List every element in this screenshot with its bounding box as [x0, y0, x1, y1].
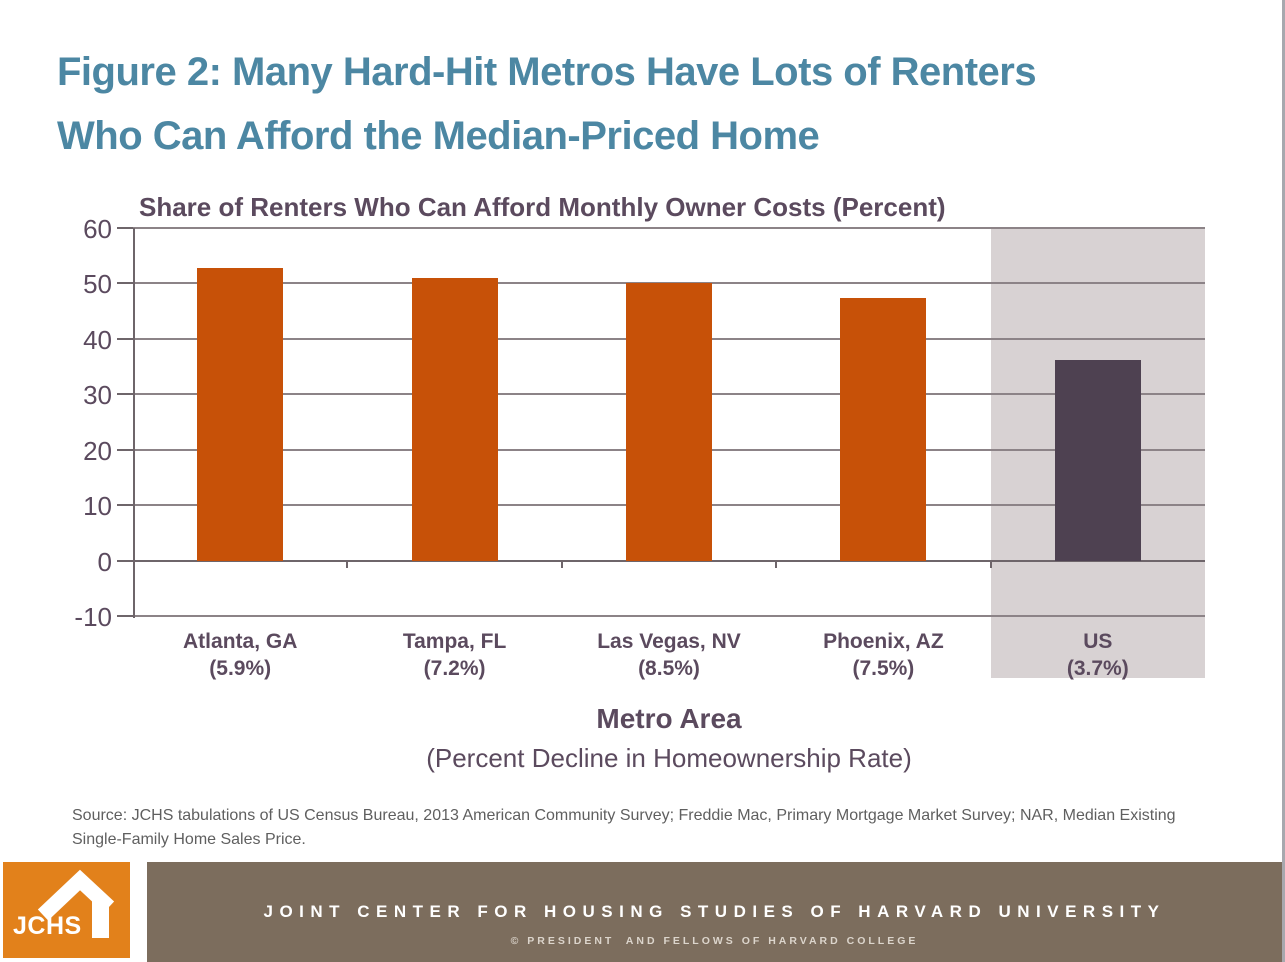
category-name: Atlanta, GA	[183, 630, 298, 653]
y-tick-label: 50	[83, 269, 112, 300]
org-name: JOINT CENTER FOR HOUSING STUDIES OF HARV…	[263, 902, 1166, 921]
jchs-logo-text: JCHS	[13, 912, 82, 940]
y-tick-label: 0	[97, 546, 112, 577]
y-tickmark-60	[117, 227, 133, 229]
category-label: Las Vegas, NV (8.5%)	[562, 628, 776, 682]
bar-us	[1054, 359, 1141, 561]
y-tick-label: -10	[74, 602, 112, 632]
category-name: US	[1083, 630, 1113, 653]
window-right-border	[1282, 0, 1285, 962]
y-tick-label: 60	[83, 214, 112, 244]
figure-title-line1: Figure 2: Many Hard-Hit Metros Have Lots…	[57, 50, 1037, 94]
category-boundary-tick	[346, 560, 349, 568]
y-tick-label: 40	[83, 324, 112, 355]
plot-area	[133, 227, 1205, 618]
chart-title: Share of Renters Who Can Afford Monthly …	[139, 192, 946, 222]
jchs-logo: JCHS	[3, 862, 130, 958]
category-label: Tampa, FL (7.2%)	[347, 628, 561, 682]
y-tickmark-40	[117, 337, 133, 340]
category-label: Atlanta, GA (5.9%)	[133, 628, 347, 682]
x-axis-subtitle: (Percent Decline in Homeownership Rate)	[426, 743, 912, 773]
figure-title: Figure 2: Many Hard-Hit Metros Have Lots…	[57, 40, 1217, 168]
category-boundary-tick	[775, 560, 778, 568]
copyright-line: © PRESIDENT AND FELLOWS OF HARVARD COLLE…	[510, 935, 919, 947]
y-tick-label: 10	[83, 491, 112, 522]
gridline--10	[133, 615, 1205, 617]
bar-tampa-fl	[411, 277, 498, 561]
category-decline-pct: (7.5%)	[852, 657, 915, 680]
category-boundary-tick	[989, 560, 992, 568]
y-tick-label: 20	[83, 435, 112, 466]
bar-las-vegas-nv	[626, 283, 712, 561]
x-axis-title: Metro Area	[596, 703, 742, 734]
category-name: Tampa, FL	[402, 630, 507, 653]
footer-band: JOINT CENTER FOR HOUSING STUDIES OF HARV…	[147, 862, 1282, 962]
category-decline-pct: (7.2%)	[423, 657, 486, 680]
y-tickmark-30	[117, 393, 133, 396]
category-decline-pct: (8.5%)	[638, 657, 700, 680]
y-tick-label: 30	[83, 380, 112, 411]
y-axis-spine	[133, 228, 135, 618]
y-tickmark-0	[117, 559, 133, 562]
gridline-0	[133, 559, 1205, 562]
category-decline-pct: (5.9%)	[209, 657, 272, 680]
y-tickmark-10	[117, 504, 133, 507]
y-tickmark--10	[117, 615, 133, 617]
category-label: Phoenix, AZ (7.5%)	[776, 628, 990, 682]
figure-title-line2: Who Can Afford the Median-Priced Home	[57, 114, 820, 158]
category-boundary-tick	[560, 560, 563, 568]
bar-phoenix-az	[840, 298, 927, 561]
category-name: Phoenix, AZ	[823, 630, 944, 653]
house-icon	[37, 869, 115, 938]
category-decline-pct: (3.7%)	[1066, 657, 1129, 680]
y-tickmark-50	[117, 282, 133, 285]
category-label: US (3.7%)	[991, 628, 1205, 682]
gridline-60	[133, 227, 1205, 229]
y-tickmark-20	[117, 448, 133, 451]
bar-atlanta-ga	[197, 267, 284, 561]
category-name: Las Vegas, NV	[597, 630, 741, 653]
source-note: Source: JCHS tabulations of US Census Bu…	[72, 807, 1176, 848]
